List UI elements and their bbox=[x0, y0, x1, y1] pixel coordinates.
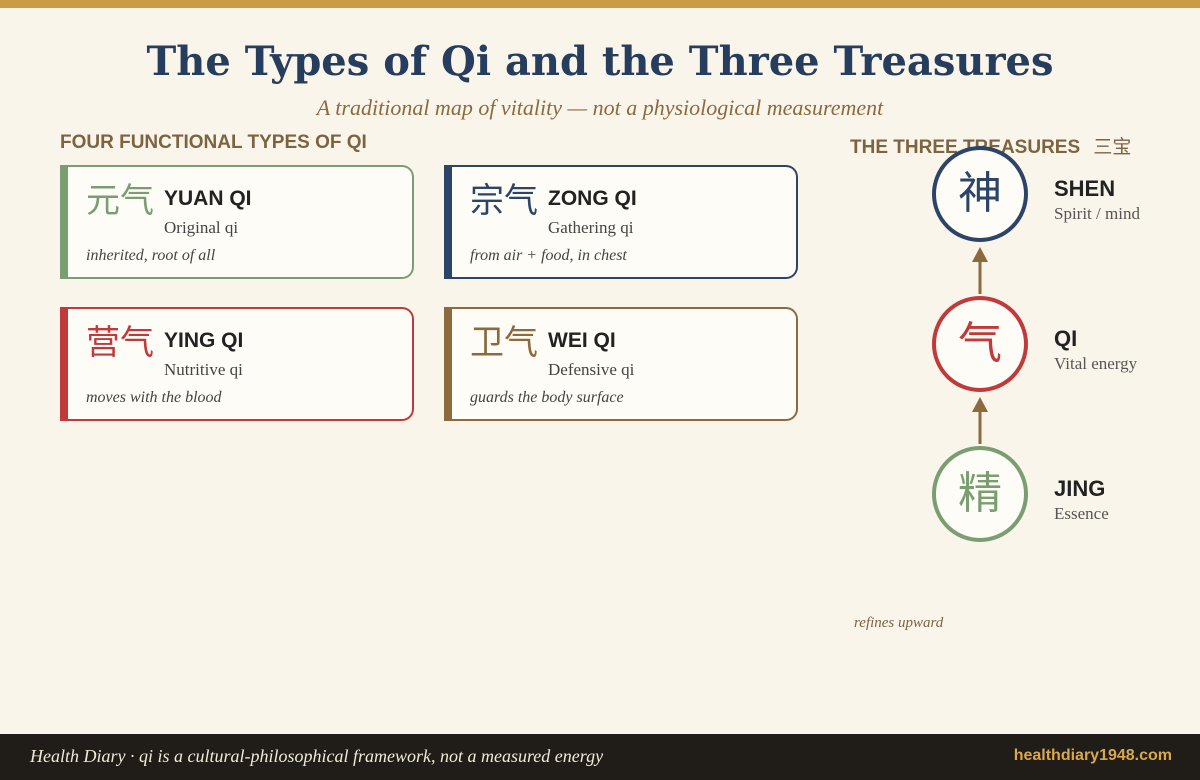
qi-card-name: ZONG QI bbox=[548, 187, 637, 210]
qi-card-note: guards the body surface bbox=[470, 389, 624, 406]
qi-card-wei: 卫气 WEI QI Defensive qi guards the body s… bbox=[444, 307, 798, 421]
qi-card-gloss: Defensive qi bbox=[548, 360, 635, 379]
arrow-head-up bbox=[972, 397, 988, 412]
qi-types-heading: FOUR FUNCTIONAL TYPES OF QI bbox=[60, 132, 367, 153]
qi-card-gloss: Original qi bbox=[164, 218, 239, 237]
qi-card-hanzi: 营气 bbox=[86, 323, 154, 363]
qi-card-gloss: Nutritive qi bbox=[164, 360, 243, 379]
footer-url: healthdiary1948.com bbox=[1013, 747, 1172, 764]
qi-card-ying: 营气 YING QI Nutritive qi moves with the b… bbox=[60, 307, 414, 421]
qi-card-yuan: 元气 YUAN QI Original qi inherited, root o… bbox=[60, 165, 414, 279]
treasure-name-jing: JING bbox=[1054, 476, 1106, 501]
qi-card-gloss: Gathering qi bbox=[548, 218, 634, 237]
treasures-heading-hanzi: 三宝 bbox=[1093, 136, 1132, 158]
qi-card-hanzi: 元气 bbox=[86, 181, 154, 221]
arrow-head-up bbox=[972, 247, 988, 262]
qi-card-hanzi: 宗气 bbox=[470, 181, 538, 221]
qi-card-zong: 宗气 ZONG QI Gathering qi from air + food,… bbox=[444, 165, 798, 279]
qi-card-name: YUAN QI bbox=[164, 187, 252, 210]
qi-card-note: from air + food, in chest bbox=[470, 247, 627, 264]
page-subtitle: A traditional map of vitality — not a ph… bbox=[316, 95, 884, 120]
treasure-gloss-shen: Spirit / mind bbox=[1054, 204, 1140, 223]
qi-card-note: moves with the blood bbox=[86, 389, 222, 406]
treasure-name-shen: SHEN bbox=[1054, 176, 1116, 201]
footer-bar: Health Diary · qi is a cultural-philosop… bbox=[0, 734, 1200, 780]
treasure-gloss-jing: Essence bbox=[1054, 504, 1109, 523]
qi-card-note: inherited, root of all bbox=[86, 247, 216, 264]
refines-upward-note: refines upward bbox=[854, 615, 944, 631]
top-accent-bar bbox=[0, 0, 1200, 8]
qi-card-name: WEI QI bbox=[548, 329, 616, 352]
qi-card-name: YING QI bbox=[164, 329, 244, 352]
treasure-gloss-qi: Vital energy bbox=[1054, 354, 1138, 373]
treasure-circle-jing: 精 bbox=[932, 446, 1028, 542]
page-title: The Types of Qi and the Three Treasures bbox=[146, 38, 1054, 85]
qi-card-hanzi: 卫气 bbox=[470, 323, 538, 363]
treasure-circle-shen: 神 bbox=[932, 146, 1028, 242]
treasure-circle-qi: 气 bbox=[932, 296, 1028, 392]
footer-text: Health Diary · qi is a cultural-philosop… bbox=[30, 746, 604, 766]
treasure-name-qi: QI bbox=[1054, 326, 1078, 351]
